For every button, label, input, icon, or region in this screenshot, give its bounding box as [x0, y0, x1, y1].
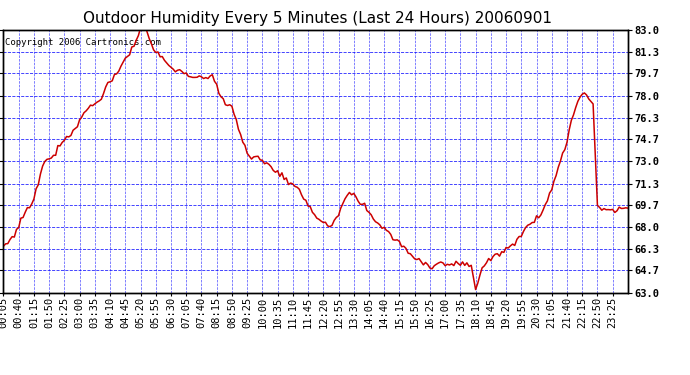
- Text: Copyright 2006 Cartronics.com: Copyright 2006 Cartronics.com: [5, 38, 161, 47]
- Text: Outdoor Humidity Every 5 Minutes (Last 24 Hours) 20060901: Outdoor Humidity Every 5 Minutes (Last 2…: [83, 11, 552, 26]
